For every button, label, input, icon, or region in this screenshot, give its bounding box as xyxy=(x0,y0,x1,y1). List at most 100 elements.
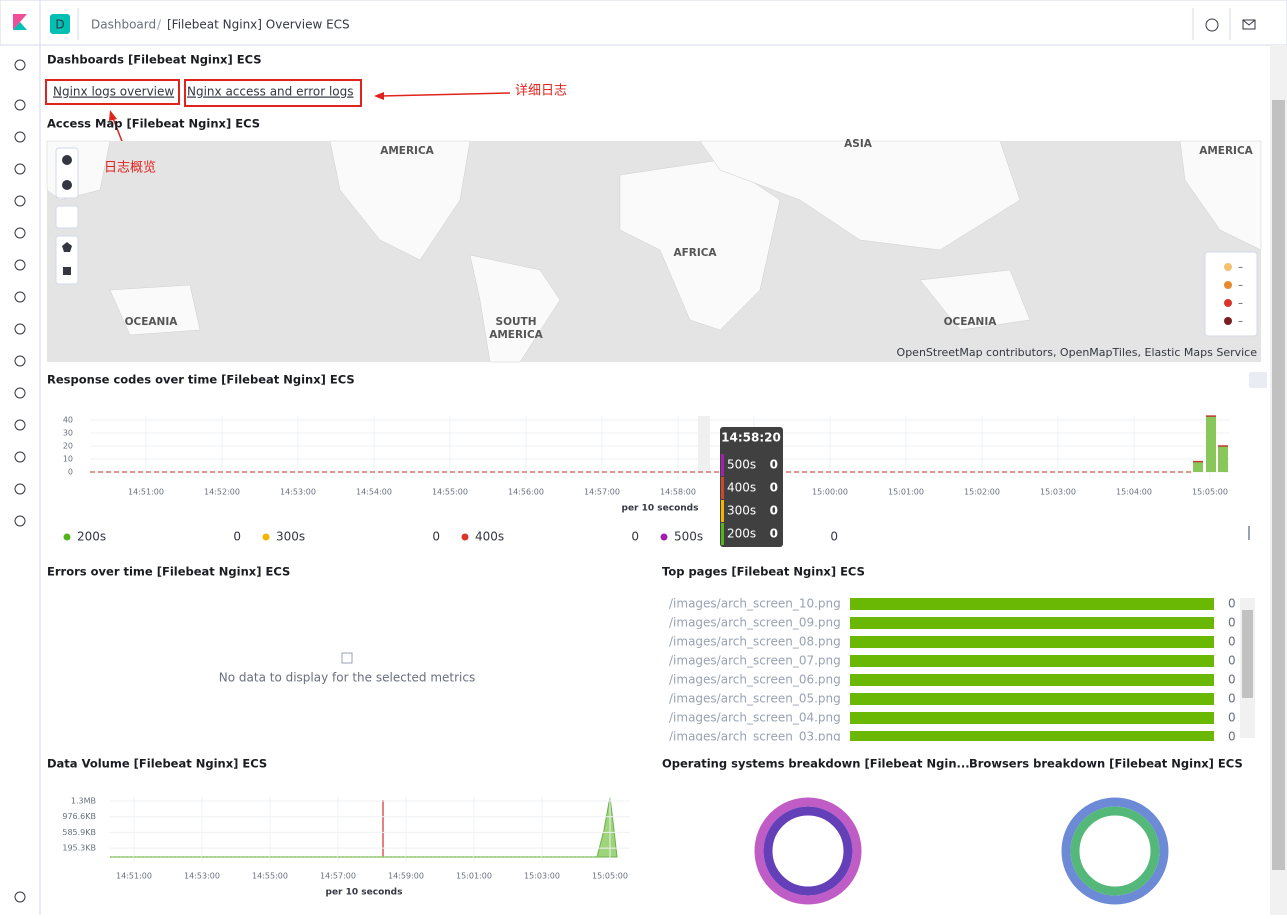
legend-label: – xyxy=(1238,298,1243,309)
legend-name[interactable]: 300s xyxy=(276,530,305,544)
tooltip xyxy=(720,427,783,547)
nav-icon[interactable] xyxy=(14,259,26,271)
empty-message: No data to display for the selected metr… xyxy=(219,671,475,685)
legend-value: 0 xyxy=(830,530,838,544)
x-tick-label: 14:58:00 xyxy=(660,488,696,497)
nav-icon[interactable] xyxy=(14,419,26,431)
x-tick-label: 14:55:00 xyxy=(432,488,468,497)
arrow xyxy=(379,92,511,97)
nav-icon[interactable] xyxy=(14,195,26,207)
legend-swatch xyxy=(1224,263,1232,271)
nav-icon[interactable] xyxy=(14,323,26,335)
tooltip-name: 400s xyxy=(727,481,756,495)
land xyxy=(1179,140,1262,251)
draw-bounds[interactable] xyxy=(63,267,71,275)
scrollbar-thumb[interactable] xyxy=(1272,100,1285,870)
page-bar xyxy=(850,636,1214,648)
bar xyxy=(1218,446,1228,472)
x-tick-label: 14:55:00 xyxy=(252,872,288,881)
page-bar xyxy=(850,712,1214,724)
dashboard-link[interactable]: Nginx access and error logs xyxy=(187,85,354,99)
list-scrollbar-thumb[interactable] xyxy=(1242,610,1253,698)
draw-tools xyxy=(55,235,79,285)
tooltip-value: 0 xyxy=(770,504,778,518)
tooltip-value: 0 xyxy=(770,527,778,541)
legend-name[interactable]: 400s xyxy=(475,530,504,544)
legend-value: 0 xyxy=(631,530,639,544)
tooltip-color xyxy=(721,523,724,545)
nav-icon[interactable] xyxy=(14,387,26,399)
nav-icon[interactable] xyxy=(14,59,26,71)
x-tick-label: 15:03:00 xyxy=(524,872,560,881)
annotation: 详细日志 xyxy=(515,84,567,99)
land xyxy=(919,269,1031,331)
x-axis-label: per 10 seconds xyxy=(622,504,699,514)
nav-icon[interactable] xyxy=(14,131,26,143)
tooltip-value: 0 xyxy=(770,458,778,472)
legend-value: 0 xyxy=(233,530,241,544)
map-attribution[interactable]: OpenStreetMap contributors, OpenMapTiles… xyxy=(897,346,1258,359)
page-count: 0 xyxy=(1228,616,1236,630)
arrow-head xyxy=(374,92,384,100)
space-avatar[interactable] xyxy=(50,14,70,34)
top-bar xyxy=(0,0,1287,46)
x-tick-label: 14:52:00 xyxy=(204,488,240,497)
x-tick-label: 15:01:00 xyxy=(456,872,492,881)
nav-icon[interactable] xyxy=(14,515,26,527)
y-tick-label: 10 xyxy=(63,455,73,464)
draw-polygon[interactable] xyxy=(62,242,72,252)
page-bar xyxy=(850,731,1214,743)
legend-swatch xyxy=(63,533,71,541)
empty-icon xyxy=(341,652,353,664)
panel-title: Operating systems breakdown [Filebeat Ng… xyxy=(662,757,970,771)
map-label: OCEANIA xyxy=(125,316,179,328)
map-label: ASIA xyxy=(844,138,873,150)
breadcrumb[interactable]: Dashboard xyxy=(91,18,156,32)
breadcrumb-sep: / xyxy=(157,18,162,32)
page-path: /images/arch_screen_04.png xyxy=(669,711,841,725)
zoom-out[interactable] xyxy=(62,180,72,190)
panel-menu[interactable] xyxy=(1249,372,1267,388)
page-path: /images/arch_screen_07.png xyxy=(669,654,841,668)
map-label: OCEANIA xyxy=(944,316,998,328)
panel-title: Errors over time [Filebeat Nginx] ECS xyxy=(47,565,290,579)
zoom-in[interactable] xyxy=(62,155,72,165)
page-bar xyxy=(850,674,1214,686)
donut-ring xyxy=(754,797,862,905)
nav-icon[interactable] xyxy=(14,99,26,111)
map-legend xyxy=(1204,251,1258,337)
panel-title: Data Volume [Filebeat Nginx] ECS xyxy=(47,757,267,771)
dashboard-link[interactable]: Nginx logs overview xyxy=(53,85,174,99)
fit-button[interactable] xyxy=(55,205,79,229)
legend-label: – xyxy=(1238,280,1243,291)
nav-icon[interactable] xyxy=(14,891,26,903)
land xyxy=(329,140,471,261)
y-tick-label: 976.6KB xyxy=(62,812,96,821)
nav-icon[interactable] xyxy=(14,355,26,367)
nav-icon[interactable] xyxy=(14,227,26,239)
nav-icon[interactable] xyxy=(14,291,26,303)
legend-name[interactable]: 500s xyxy=(674,530,703,544)
page-bar xyxy=(850,655,1214,667)
nav-icon[interactable] xyxy=(14,163,26,175)
legend-label: – xyxy=(1238,262,1243,273)
tooltip-title: 14:58:20 xyxy=(721,431,781,445)
y-tick-label: 0 xyxy=(68,468,73,477)
panel-title: Response codes over time [Filebeat Nginx… xyxy=(47,373,355,387)
nav-icon[interactable] xyxy=(14,483,26,495)
panel-title: Access Map [Filebeat Nginx] ECS xyxy=(47,117,260,131)
x-tick-label: 15:04:00 xyxy=(1116,488,1152,497)
page-count: 0 xyxy=(1228,711,1236,725)
map-label: AMERICA xyxy=(489,329,543,341)
y-tick-label: 30 xyxy=(63,429,73,438)
donut-ring xyxy=(1070,806,1160,896)
map-label: AFRICA xyxy=(673,247,717,259)
highlight-box xyxy=(184,79,362,107)
mail-icon[interactable] xyxy=(1242,19,1256,30)
nav-icon[interactable] xyxy=(14,451,26,463)
page-count: 0 xyxy=(1228,673,1236,687)
help-icon[interactable] xyxy=(1205,18,1219,32)
legend-name[interactable]: 200s xyxy=(77,530,106,544)
donut-ring xyxy=(763,806,853,896)
